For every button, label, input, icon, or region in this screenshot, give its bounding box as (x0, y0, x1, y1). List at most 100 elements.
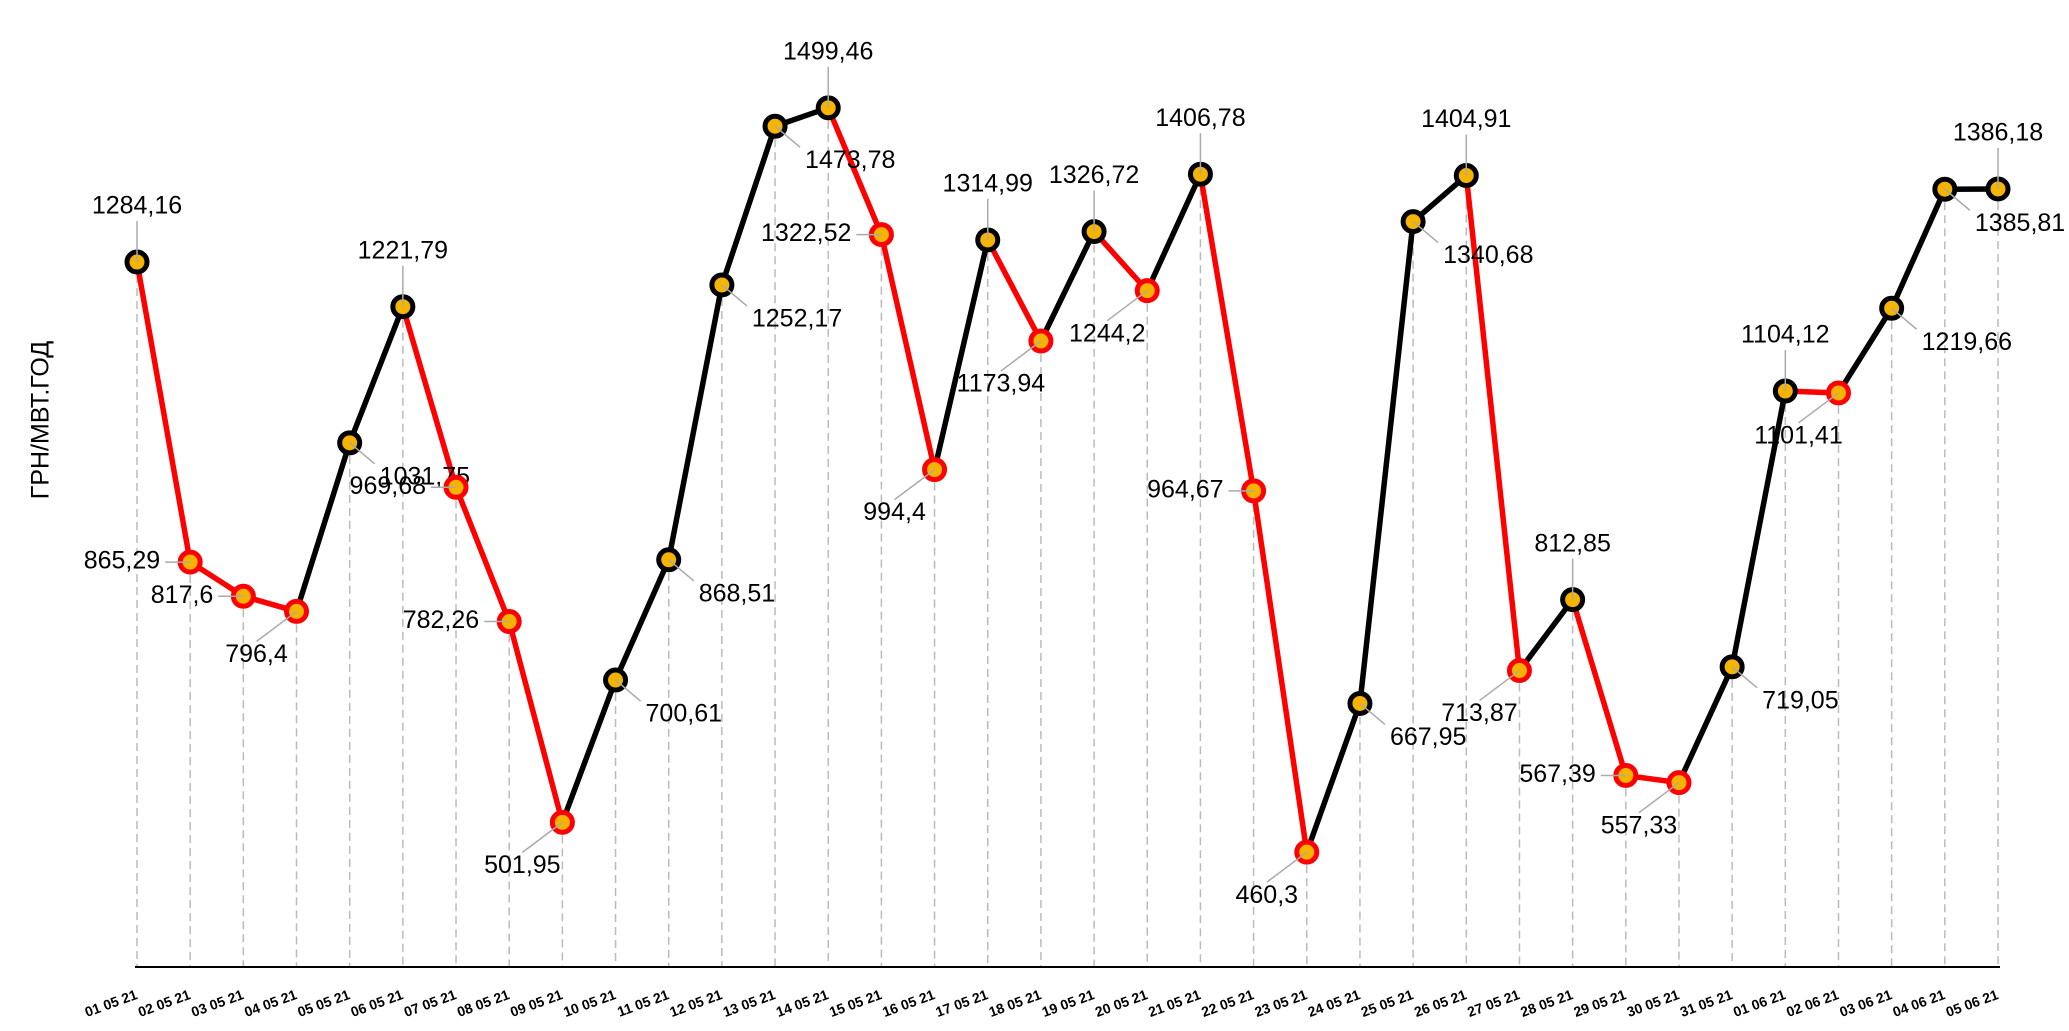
line-segment (1357, 218, 1416, 707)
line-segment (1038, 228, 1097, 344)
x-tick-label: 20 05 21 (1093, 986, 1150, 1020)
value-label: 1322,52 (761, 219, 851, 247)
x-tick-label: 01 05 21 (83, 986, 140, 1020)
value-label: 719,05 (1762, 686, 1838, 714)
x-tick-label: 13 05 21 (721, 986, 778, 1020)
value-label: 567,39 (1519, 760, 1595, 788)
x-tick-label: 09 05 21 (508, 986, 565, 1020)
x-tick-label: 19 05 21 (1040, 986, 1097, 1020)
leader-line (349, 442, 376, 465)
value-label: 1219,66 (1922, 328, 2012, 356)
x-tick-label: 29 05 21 (1571, 986, 1628, 1020)
value-label: 865,29 (84, 547, 160, 575)
x-tick-label: 02 05 21 (136, 986, 193, 1020)
value-label: 1473,78 (805, 146, 895, 174)
leader-line (1479, 669, 1520, 702)
value-label: 1173,94 (957, 370, 1046, 398)
line-segment (1676, 664, 1735, 786)
leader-line (521, 821, 563, 853)
line-segment (719, 123, 778, 288)
value-label: 713,87 (1441, 699, 1517, 727)
x-tick-label: 17 05 21 (933, 986, 990, 1020)
x-tick-label: 16 05 21 (880, 986, 937, 1020)
leader-line (1891, 307, 1918, 330)
x-tick-label: 18 05 21 (987, 986, 1044, 1020)
line-segment (665, 282, 725, 563)
leader-line (256, 610, 297, 643)
line-segment (825, 105, 885, 238)
y-axis-label: ГРН/МВТ.ГОД (27, 341, 55, 500)
line-segment (984, 237, 1044, 344)
line-segment (1569, 596, 1629, 779)
x-tick-label: 30 05 21 (1625, 986, 1682, 1020)
value-label: 1104,12 (1741, 321, 1830, 349)
x-tick-label: 04 05 21 (242, 986, 299, 1020)
line-segment (1091, 228, 1151, 294)
leader-line (615, 679, 642, 702)
line-segment (1250, 488, 1310, 855)
x-tick-label: 22 05 21 (1199, 986, 1256, 1020)
value-label: 1499,46 (783, 37, 873, 65)
leader-line (1106, 290, 1148, 322)
line-segment (1729, 388, 1789, 670)
value-label: 817,6 (151, 581, 214, 609)
x-tick-label: 07 05 21 (402, 986, 459, 1020)
leader-line (1944, 188, 1971, 211)
leader-line (1798, 392, 1839, 424)
value-label: 969,68 (350, 472, 426, 500)
line-segment (559, 677, 619, 826)
value-label: 1404,91 (1421, 105, 1511, 133)
leader-line (1000, 340, 1042, 372)
value-label: 796,4 (225, 640, 288, 668)
x-tick-label: 28 05 21 (1518, 986, 1575, 1020)
leader-line (774, 125, 801, 148)
line-segment (931, 237, 991, 473)
line-segment (1888, 186, 1948, 312)
value-label: 1385,81 (1975, 209, 2065, 237)
leader-line (1638, 782, 1680, 814)
leader-line (894, 469, 936, 501)
x-tick-label: 03 05 21 (189, 986, 246, 1020)
value-label: 782,26 (403, 606, 479, 634)
x-tick-label: 12 05 21 (667, 986, 724, 1020)
value-label: 501,95 (484, 851, 560, 879)
value-label: 667,95 (1390, 723, 1466, 751)
line-segment (400, 303, 459, 491)
line-segment (346, 303, 406, 446)
x-tick-label: 23 05 21 (1252, 986, 1309, 1020)
value-label: 1326,72 (1049, 161, 1139, 189)
leader-line (1359, 702, 1386, 726)
value-label: 700,61 (646, 700, 722, 728)
line-segment (1463, 172, 1523, 674)
x-tick-label: 05 05 21 (295, 986, 352, 1020)
x-tick-label: 04 06 21 (1890, 986, 1947, 1020)
value-label: 994,4 (863, 498, 926, 526)
x-tick-label: 21 05 21 (1146, 986, 1203, 1020)
x-tick-label: 27 05 21 (1465, 986, 1522, 1020)
line-segment (1835, 305, 1895, 396)
x-tick-label: 11 05 21 (615, 986, 671, 1019)
value-label: 1252,17 (752, 305, 842, 333)
value-label: 964,67 (1147, 476, 1223, 504)
value-label: 1406,78 (1155, 104, 1245, 132)
value-label: 1314,99 (943, 170, 1033, 198)
value-label: 1244,2 (1069, 319, 1145, 347)
x-tick-label: 15 05 21 (827, 986, 884, 1020)
leader-line (1731, 666, 1758, 689)
x-tick-label: 10 05 21 (561, 986, 618, 1020)
x-tick-label: 25 05 21 (1359, 986, 1416, 1020)
line-segment (1144, 171, 1204, 294)
value-label: 1386,18 (1953, 119, 2043, 147)
x-tick-label: 03 06 21 (1837, 986, 1894, 1020)
line-segment (134, 259, 193, 565)
x-tick-label: 01 06 21 (1731, 986, 1788, 1020)
x-tick-label: 31 05 21 (1678, 986, 1735, 1020)
x-tick-label: 26 05 21 (1412, 986, 1469, 1020)
value-label: 557,33 (1601, 811, 1677, 839)
leader-line (1266, 851, 1308, 883)
line-segment (506, 618, 566, 826)
value-label: 460,3 (1235, 881, 1298, 909)
value-label: 1284,16 (92, 192, 182, 220)
x-tick-label: 14 05 21 (774, 986, 831, 1020)
